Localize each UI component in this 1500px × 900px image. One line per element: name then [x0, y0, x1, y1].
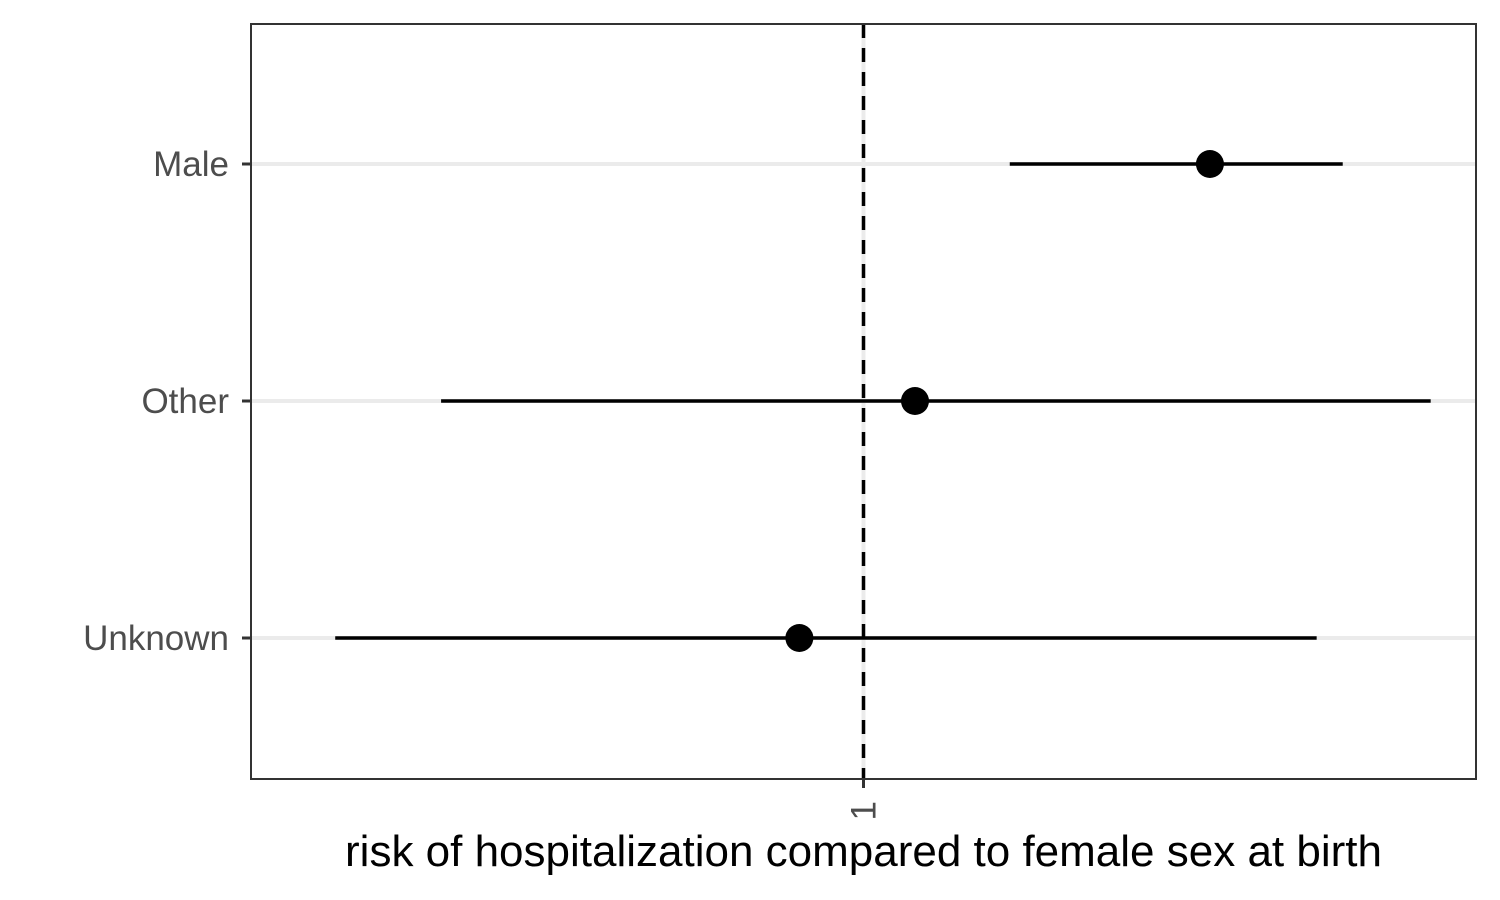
point-estimate-unknown	[785, 624, 814, 652]
y-tick-label-unknown: Unknown	[83, 619, 229, 658]
x-tick-label: 1	[845, 801, 884, 820]
y-tick-label-other: Other	[141, 382, 229, 421]
point-estimate-male	[1195, 150, 1224, 178]
point-estimate-other	[900, 387, 929, 415]
y-tick-label-male: Male	[153, 145, 229, 184]
y-axis: Male Other Unknown	[83, 145, 251, 658]
marks-layer	[335, 150, 1431, 652]
x-axis-title: risk of hospitalization compared to fema…	[345, 827, 1382, 876]
x-axis: 1	[845, 779, 884, 820]
